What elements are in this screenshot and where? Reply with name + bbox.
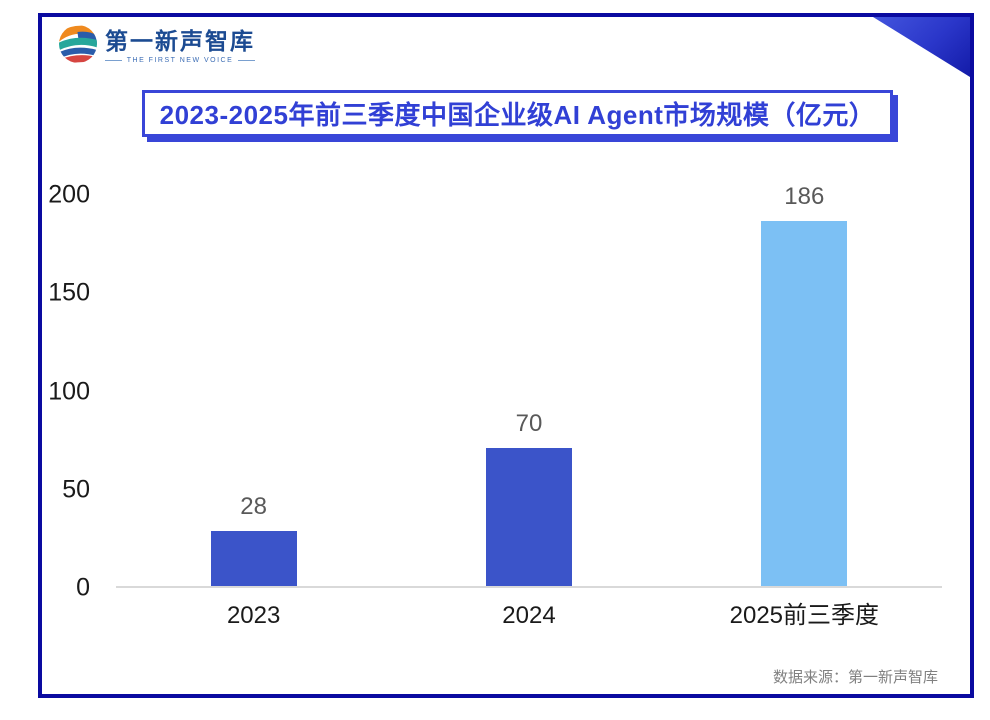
- bar-value-label: 70: [515, 410, 543, 438]
- y-axis-tick-label: 50: [62, 475, 90, 504]
- bar-value-label: 186: [784, 182, 825, 210]
- x-axis-label: 2024: [502, 602, 556, 629]
- plot-area: 28 2023 70 2024 186 2025前三季度: [116, 184, 942, 628]
- chart-title-box: 2023-2025年前三季度中国企业级AI Agent市场规模（亿元）: [142, 90, 893, 137]
- data-source-note: 数据来源：第一新声智库: [772, 669, 938, 686]
- bar: [761, 220, 848, 586]
- logo-text-block: 第一新声智库 THE FIRST NEW VOICE: [105, 27, 256, 65]
- logo-globe-icon: [58, 24, 98, 69]
- logo: 第一新声智库 THE FIRST NEW VOICE: [58, 24, 256, 69]
- logo-tagline: THE FIRST NEW VOICE: [126, 57, 234, 65]
- logo-tagline-rule-right: [238, 60, 256, 62]
- y-axis-tick-label: 200: [48, 180, 90, 209]
- y-axis: 0 50 100 150 200: [38, 182, 90, 600]
- x-axis-label: 2025前三季度: [729, 602, 880, 629]
- chart-title: 2023-2025年前三季度中国企业级AI Agent市场规模（亿元）: [159, 100, 876, 130]
- bar: [210, 530, 297, 586]
- y-axis-tick-label: 150: [48, 278, 90, 307]
- logo-tagline-rule-left: [105, 60, 122, 62]
- bar: [486, 448, 572, 586]
- y-axis-tick-label: 0: [76, 573, 90, 602]
- logo-tagline-row: THE FIRST NEW VOICE: [105, 57, 256, 65]
- y-axis-tick-label: 100: [48, 377, 90, 405]
- x-axis-label: 2023: [226, 602, 281, 629]
- bar-value-label: 28: [240, 492, 268, 520]
- logo-name: 第一新声智库: [105, 27, 255, 54]
